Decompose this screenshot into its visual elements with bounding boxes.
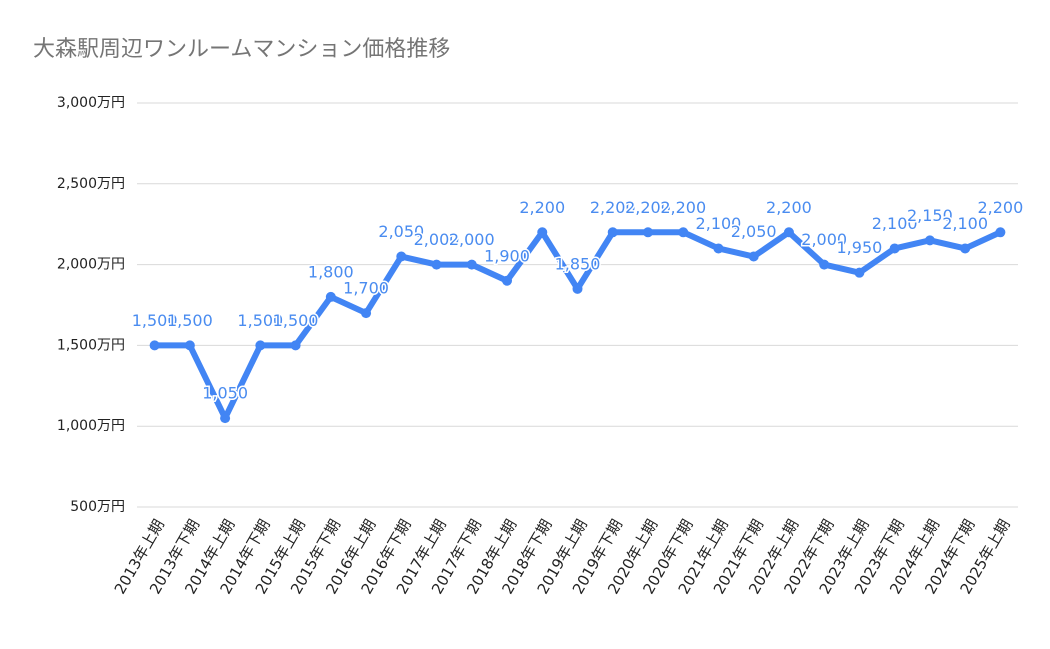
value-label: 2,150 [907, 206, 953, 225]
point [466, 259, 477, 270]
value-label: 2,200 [977, 198, 1023, 217]
value-label: 2,200 [660, 198, 706, 217]
point [819, 259, 830, 270]
value-label: 1,800 [308, 262, 354, 281]
point [220, 413, 231, 424]
value-label: 2,100 [942, 214, 988, 233]
y-tick-label: 2,500万円 [57, 176, 125, 192]
point [995, 227, 1006, 238]
point [537, 227, 548, 238]
y-tick-label: 1,000万円 [57, 418, 125, 434]
value-label: 1,900 [484, 246, 530, 265]
y-tick-label: 2,000万円 [57, 257, 125, 273]
value-label: 2,050 [378, 222, 424, 241]
point [748, 251, 759, 262]
value-label: 1,050 [202, 384, 248, 403]
point [889, 243, 900, 254]
value-label: 2,050 [731, 222, 777, 241]
point [854, 267, 865, 278]
point [713, 243, 724, 254]
value-label: 1,500 [237, 311, 283, 330]
value-label: 2,000 [414, 230, 460, 249]
value-label: 1,850 [555, 254, 601, 273]
value-label: 2,200 [519, 198, 565, 217]
value-label: 1,950 [837, 238, 883, 257]
y-tick-label: 3,000万円 [57, 95, 125, 111]
point [149, 340, 160, 351]
value-label: 2,100 [696, 214, 742, 233]
value-label: 2,200 [766, 198, 812, 217]
value-label: 1,500 [273, 311, 319, 330]
value-label: 1,700 [343, 279, 389, 298]
point [678, 227, 689, 238]
chart-title: 大森駅周辺ワンルームマンション価格推移 [33, 37, 450, 62]
value-label: 2,200 [625, 198, 671, 217]
value-label: 1,500 [167, 311, 213, 330]
value-label: 2,200 [590, 198, 636, 217]
y-tick-label: 500万円 [70, 499, 125, 515]
value-label: 2,000 [801, 230, 847, 249]
point [396, 251, 407, 262]
point [642, 227, 653, 238]
value-label: 1,500 [132, 311, 178, 330]
point [431, 259, 442, 270]
point [607, 227, 618, 238]
point [325, 291, 336, 302]
point [924, 235, 935, 246]
point [502, 275, 513, 286]
y-tick-label: 1,500万円 [57, 337, 125, 353]
point [290, 340, 301, 351]
value-label: 2,100 [872, 214, 918, 233]
value-label: 2,000 [449, 230, 495, 249]
point [783, 227, 794, 238]
point [572, 283, 583, 294]
point [960, 243, 971, 254]
point [184, 340, 195, 351]
point [255, 340, 266, 351]
point [361, 308, 372, 319]
